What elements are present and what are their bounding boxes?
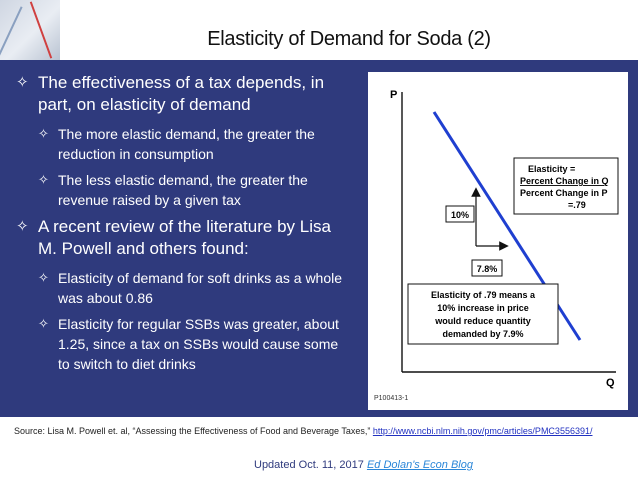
figure-id: P100413-1 — [374, 395, 408, 402]
footer: Updated Oct. 11, 2017 Ed Dolan's Econ Bl… — [0, 417, 638, 479]
bullet-star-icon: ✧ — [38, 270, 49, 285]
sub-bullet-item: ✧ The more elastic demand, the greater th… — [12, 124, 352, 164]
bullet-star-icon: ✧ — [38, 126, 49, 141]
formula-line: =.79 — [568, 200, 586, 210]
updated-date-text: Updated Oct. 11, 2017 — [254, 459, 364, 471]
y-axis-label: P — [390, 89, 397, 101]
sub-bullet-item: ✧ Elasticity for regular SSBs was greater… — [12, 314, 352, 374]
formula-line: Percent Change in Q — [520, 176, 609, 186]
price-change-box — [445, 205, 475, 223]
bullet-text: A recent review of the literature by Lis… — [38, 217, 331, 258]
bullet-list: ✧ The effectiveness of a tax depends, in … — [12, 72, 352, 380]
source-text: Source: Lisa M. Powell et. al, “Assessin… — [14, 426, 371, 436]
bullet-star-icon: ✧ — [16, 74, 29, 91]
explanation-box — [407, 283, 559, 345]
bullet-item: ✧ The effectiveness of a tax depends, in … — [12, 72, 352, 116]
explanation-line: 10% increase in price — [437, 303, 529, 313]
slide-title: Elasticity of Demand for Soda (2) — [207, 28, 491, 50]
diagram-svg: P Q 10% 7.8% Elasticity = Percent Change in Q… — [374, 89, 619, 402]
sub-bullet-item: ✧ Elasticity of demand for soft drinks as… — [12, 268, 352, 308]
formula-line: Elasticity = — [528, 164, 575, 174]
bullet-text: The less elastic demand, the greater the… — [58, 172, 308, 208]
bullet-item: ✧ A recent review of the literature by Li… — [12, 216, 352, 260]
blog-link[interactable]: Ed Dolan's Econ Blog — [366, 459, 473, 471]
formula-line: Percent Change in P — [520, 188, 608, 198]
updated-line: Updated Oct. 11, 2017 Ed Dolan's Econ Bl… — [254, 459, 473, 471]
price-change-label: 10% — [451, 210, 469, 220]
bullet-text: Elasticity for regular SSBs was greater,… — [58, 316, 339, 372]
explanation-line: Elasticity of .79 means a — [431, 290, 536, 300]
quantity-change-box — [471, 259, 503, 277]
source-citation: Source: Lisa M. Powell et. al, “Assessin… — [8, 420, 630, 442]
explanation-line: demanded by 7.9% — [442, 329, 523, 339]
bullet-star-icon: ✧ — [38, 172, 49, 187]
bullet-text: The more elastic demand, the greater the… — [58, 126, 315, 162]
bullet-text: Elasticity of demand for soft drinks as … — [58, 270, 343, 306]
slide-thumbnail-image — [0, 0, 60, 60]
bullet-star-icon: ✧ — [38, 316, 49, 331]
source-link[interactable]: http://www.ncbi.nlm.nih.gov/pmc/articles… — [372, 426, 593, 436]
explanation-line: would reduce quantity — [434, 316, 531, 326]
bullet-text: The effectiveness of a tax depends, in p… — [38, 73, 325, 114]
quantity-change-label: 7.8% — [477, 264, 498, 274]
title-bar: Elasticity of Demand for Soda (2) — [60, 0, 638, 60]
formula-box — [513, 157, 619, 215]
x-axis-label: Q — [606, 377, 615, 389]
sub-bullet-item: ✧ The less elastic demand, the greater th… — [12, 170, 352, 210]
bullet-star-icon: ✧ — [16, 218, 29, 235]
elasticity-diagram: P Q 10% 7.8% Elasticity = Percent Change in Q… — [368, 72, 628, 410]
